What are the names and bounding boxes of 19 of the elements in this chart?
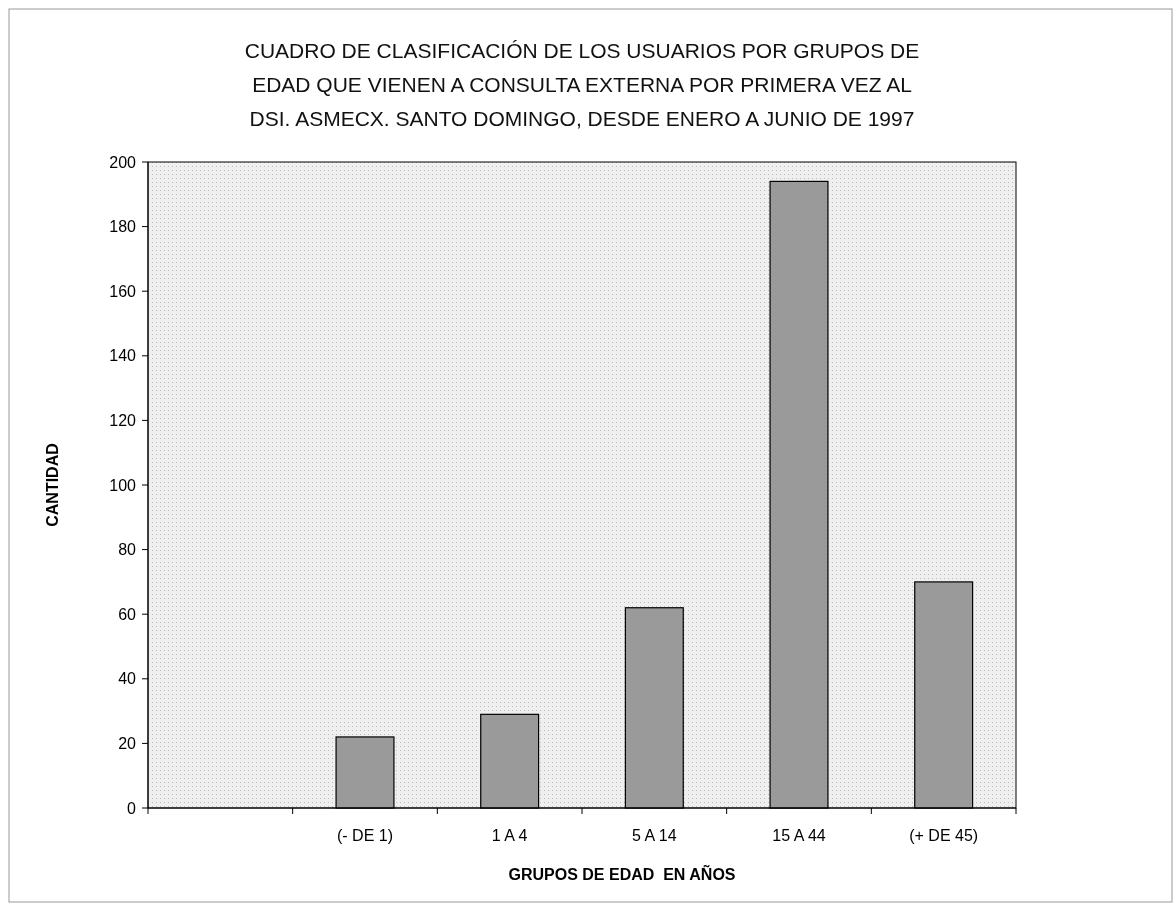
y-tick-label: 160: [109, 282, 137, 300]
chart-title: CUADRO DE CLASIFICACIÓN DE LOS USUARIOS POR GRUPOS DE EDAD QUE VIENEN A CONSULTA EXTERNA POR PRIMERA VEZ AL DSI. ASMECX. SANTO DOMINGO, DESDE ENERO A JUNIO DE 1997: [244, 39, 920, 130]
y-tick-label: 60: [118, 605, 137, 623]
y-tick-label: 180: [109, 218, 137, 236]
y-tick-label: 140: [109, 347, 137, 365]
x-axis-title: GRUPOS DE EDAD EN AÑOS: [508, 864, 736, 883]
y-tick-label: 40: [118, 670, 137, 688]
y-tick-label: 200: [109, 153, 137, 171]
x-tick-label: 5 A 14: [632, 827, 677, 844]
y-axis-title: CANTIDAD: [44, 443, 61, 527]
x-tick-label: 1 A 4: [491, 827, 528, 844]
y-tick-label: 80: [118, 541, 137, 559]
y-tick-label: 120: [109, 412, 137, 429]
y-tick-label: 100: [109, 476, 137, 494]
x-tick-label: 15 A 44: [772, 827, 826, 844]
x-tick-label: (- DE 1): [337, 827, 393, 844]
y-tick-label: 20: [118, 735, 137, 752]
x-tick-label: (+ DE 45): [909, 827, 979, 844]
y-tick-label: 0: [127, 799, 137, 817]
